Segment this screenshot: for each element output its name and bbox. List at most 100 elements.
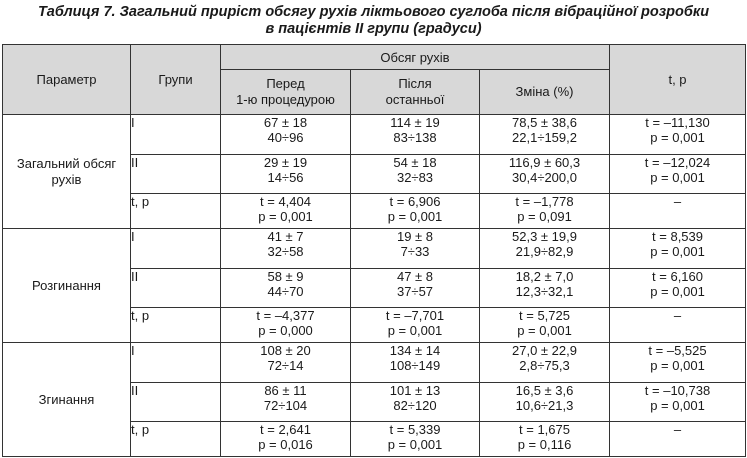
change-value: 52,3 ± 19,9	[512, 229, 577, 244]
change-cell: 78,5 ± 38,6 22,1÷159,2	[478, 114, 611, 155]
change-value: t = –1,778	[515, 194, 574, 209]
tp-cell: –	[609, 307, 747, 343]
before-cell: 67 ± 18 40÷96	[220, 114, 351, 155]
change-value: 18,2 ± 7,0	[515, 269, 574, 284]
before-cell: 108 ± 20 72÷14	[220, 342, 351, 383]
header-groups: Групи	[130, 44, 221, 115]
change-cell: 16,5 ± 3,6 10,6÷21,3	[478, 382, 611, 422]
before-range: p = 0,016	[258, 437, 313, 452]
caption-line-1: Таблиця 7. Загальний приріст обсягу рухі…	[37, 4, 710, 20]
change-range: 30,4÷200,0	[512, 170, 577, 185]
tp-cell: –	[609, 421, 747, 457]
header-before-line1: Перед	[266, 76, 305, 91]
after-value: 54 ± 18	[393, 155, 437, 170]
after-range: 37÷57	[396, 284, 434, 299]
after-cell: 114 ± 19 83÷138	[350, 114, 480, 155]
param-label-cont: рухів	[51, 171, 82, 187]
group-cell: I	[130, 114, 221, 155]
caption-line-2: в пацієнтів II групи (градуси)	[265, 21, 482, 37]
tp-cell: –	[609, 193, 747, 229]
table-body: Загальний обсяг рухів I 67 ± 18 40÷96 114 ± 1…	[2, 114, 747, 457]
group-cell: t, p	[130, 421, 221, 457]
header-after: Після останньої	[350, 69, 480, 115]
group-cell: t, p	[130, 307, 221, 343]
after-range: p = 0,001	[387, 323, 443, 338]
header-before: Перед 1-ю процедурою	[220, 69, 351, 115]
change-value: t = 1,675	[519, 422, 570, 437]
after-cell: t = –7,701 p = 0,001	[350, 307, 480, 343]
after-value: 134 ± 14	[389, 343, 441, 358]
change-value: 116,9 ± 60,3	[508, 155, 581, 170]
table-caption: Таблиця 7. Загальний приріст обсягу рухі…	[0, 4, 747, 38]
tp-range: p = 0,001	[650, 130, 705, 145]
before-value: 108 ± 20	[260, 343, 311, 358]
after-value: t = 6,906	[389, 194, 441, 209]
after-range: 7÷33	[400, 244, 430, 259]
param-label: Розгинання	[32, 277, 101, 293]
header-param: Параметр	[2, 44, 131, 115]
header-after-line1: Після	[398, 76, 432, 91]
tp-value: –	[673, 194, 682, 209]
tp-range: p = 0,001	[650, 284, 705, 299]
table-row: Загальний обсяг рухів I 67 ± 18 40÷96 114 ± 1…	[2, 114, 747, 229]
before-value: 29 ± 19	[263, 155, 308, 170]
param-label: Загальний обсяг	[16, 155, 117, 171]
header-change: Зміна (%)	[478, 69, 611, 115]
group-cell: I	[130, 342, 221, 383]
change-cell: t = 1,675 p = 0,116	[478, 421, 611, 457]
before-cell: 41 ± 7 32÷58	[220, 228, 351, 269]
tp-cell: t = –10,738 p = 0,001	[609, 382, 747, 422]
after-cell: 47 ± 8 37÷57	[350, 268, 480, 308]
change-value: 78,5 ± 38,6	[512, 115, 577, 130]
change-value: 16,5 ± 3,6	[515, 383, 574, 398]
change-cell: 18,2 ± 7,0 12,3÷32,1	[478, 268, 611, 308]
tp-value: t = –5,525	[648, 343, 707, 358]
tp-value: t = 6,160	[652, 269, 703, 284]
change-cell: 116,9 ± 60,3 30,4÷200,0	[478, 154, 611, 194]
after-cell: t = 5,339 p = 0,001	[350, 421, 480, 457]
header-volume: Обсяг рухів	[219, 44, 611, 70]
change-range: 2,8÷75,3	[519, 358, 570, 373]
param-label: Згинання	[38, 391, 95, 407]
after-range: 108÷149	[389, 358, 441, 373]
tp-range: p = 0,001	[650, 398, 705, 413]
header-before-line2: 1-ю процедурою	[236, 92, 335, 107]
after-range: p = 0,001	[387, 437, 443, 452]
before-cell: t = 2,641 p = 0,016	[220, 421, 351, 457]
group-cell: II	[130, 154, 221, 194]
tp-value: t = –10,738	[644, 383, 711, 398]
tp-range: p = 0,001	[650, 244, 705, 259]
tp-cell: t = –12,024 p = 0,001	[609, 154, 747, 194]
before-value: t = 2,641	[260, 422, 311, 437]
change-cell: 52,3 ± 19,9 21,9÷82,9	[478, 228, 611, 269]
tp-range: p = 0,001	[650, 170, 705, 185]
tp-cell: t = –11,130 p = 0,001	[609, 114, 747, 155]
change-range: p = 0,001	[517, 323, 572, 338]
tp-cell: t = 6,160 p = 0,001	[609, 268, 747, 308]
table-row: Розгинання I 41 ± 7 32÷58 19 ± 8 7÷33 52,3 ± 1…	[2, 228, 747, 343]
before-range: 40÷96	[267, 130, 304, 145]
before-range: 32÷58	[267, 244, 304, 259]
before-cell: 86 ± 11 72÷104	[220, 382, 351, 422]
before-cell: 58 ± 9 44÷70	[220, 268, 351, 308]
before-range: p = 0,001	[258, 209, 313, 224]
after-value: t = –7,701	[385, 308, 445, 323]
before-value: 86 ± 11	[264, 383, 307, 398]
tp-value: –	[673, 422, 682, 437]
tp-value: t = 8,539	[652, 229, 703, 244]
param-cell: Розгинання	[2, 228, 131, 343]
before-cell: 29 ± 19 14÷56	[220, 154, 351, 194]
before-value: 67 ± 18	[263, 115, 308, 130]
table-row: Згинання I 108 ± 20 72÷14 134 ± 14 108÷149 27,…	[2, 342, 747, 457]
group-cell: II	[130, 382, 221, 422]
tp-cell: t = 8,539 p = 0,001	[609, 228, 747, 269]
change-range: 21,9÷82,9	[515, 244, 574, 259]
param-cell: Загальний обсяг рухів	[2, 114, 131, 229]
tp-value: –	[673, 308, 682, 323]
change-cell: t = 5,725 p = 0,001	[478, 307, 611, 343]
before-range: 14÷56	[267, 170, 304, 185]
after-value: 114 ± 19	[390, 115, 440, 130]
before-value: t = –4,377	[256, 308, 315, 323]
